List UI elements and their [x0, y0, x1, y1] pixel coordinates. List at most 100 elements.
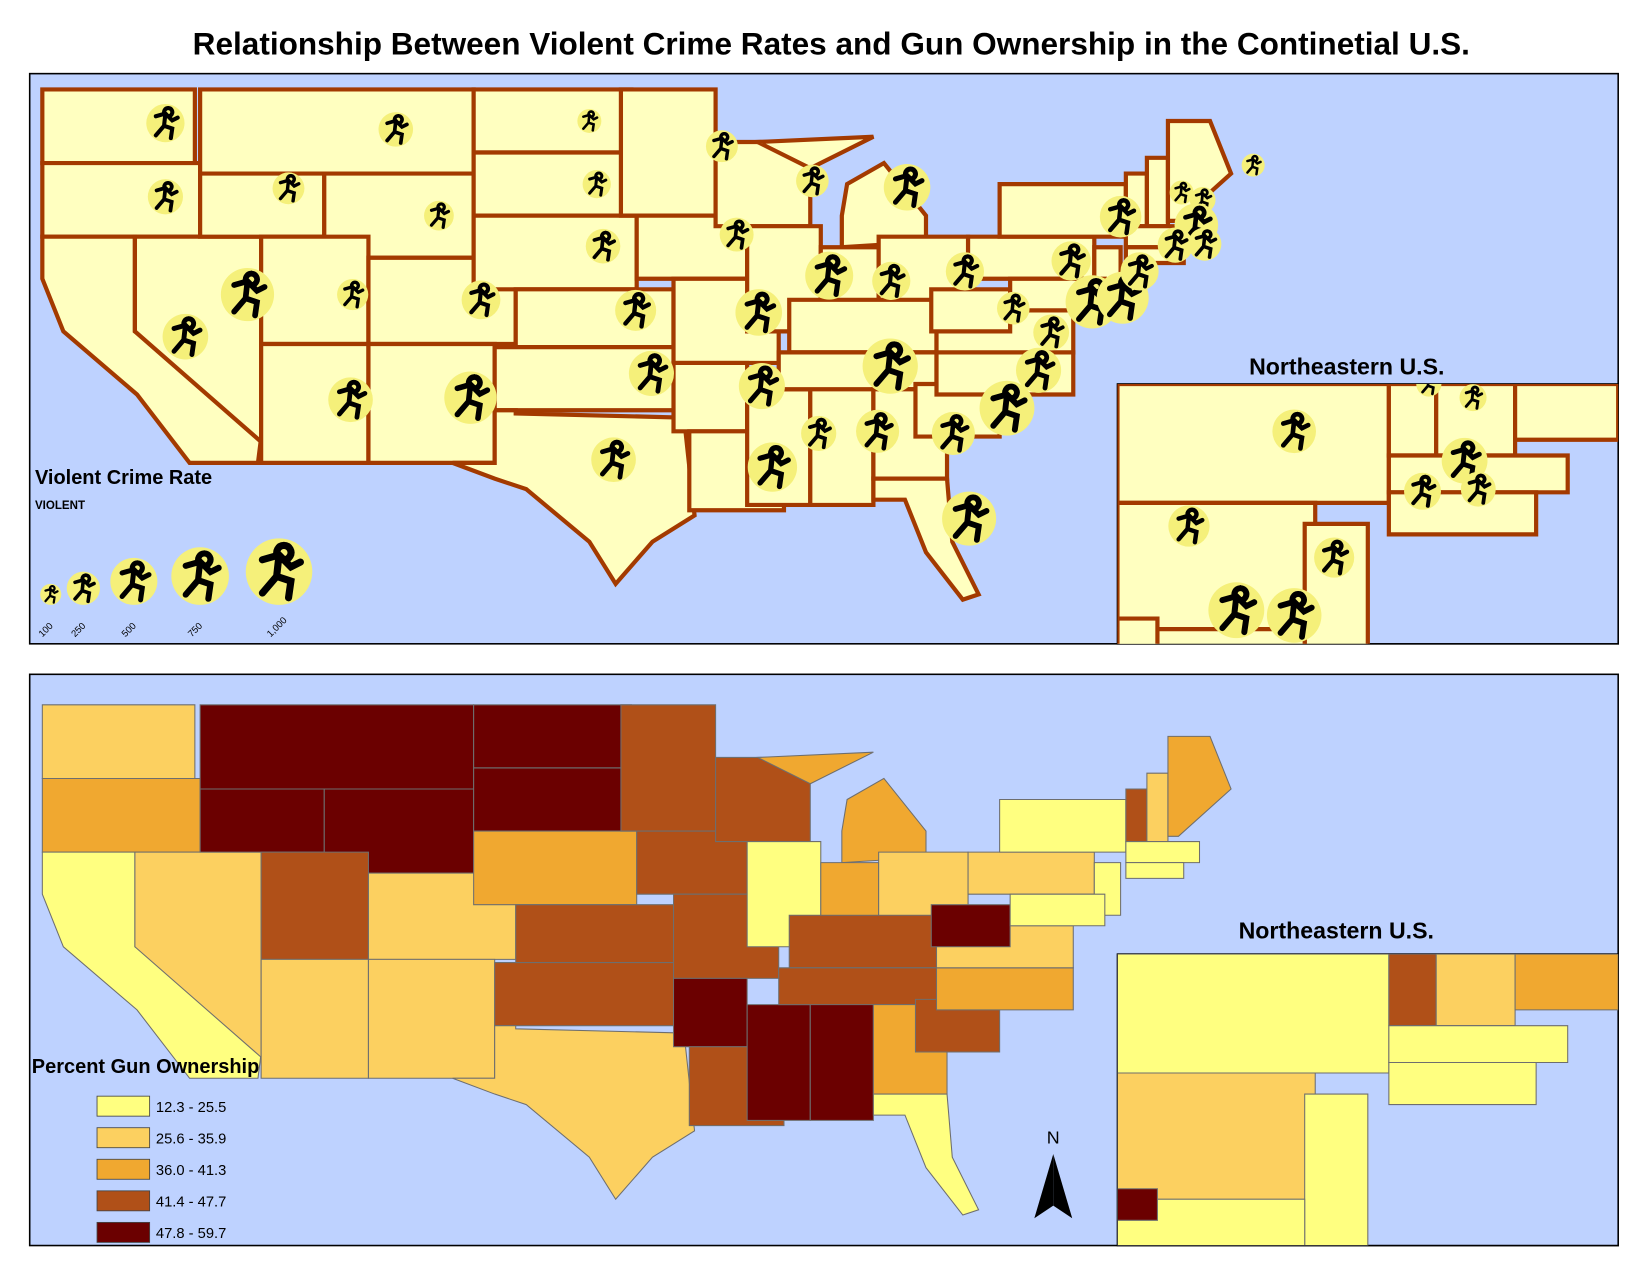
- symbol-icon: [171, 316, 203, 357]
- symbol-icon: [119, 560, 152, 603]
- legend-subtitle: VIOLENT: [35, 500, 85, 512]
- symbol-icon: [1003, 293, 1026, 323]
- state: [41, 704, 196, 779]
- symbol-icon: [231, 270, 268, 319]
- state: [1435, 954, 1516, 1027]
- legend-swatch: [96, 1158, 151, 1180]
- symbol-icon: [1127, 254, 1154, 289]
- map-body: [41, 704, 1232, 1216]
- inset-title: Northeastern U.S.: [1239, 917, 1434, 943]
- legend-swatch: [96, 1127, 151, 1149]
- symbol-icon: [1321, 539, 1350, 576]
- symbol-icon: [1174, 181, 1191, 204]
- symbol-icon: [278, 174, 301, 203]
- state: [471, 150, 639, 218]
- legend-label: 41.4 - 47.7: [156, 1195, 226, 1211]
- symbol-icon: [1280, 411, 1311, 451]
- state: [930, 904, 1011, 948]
- state: [1117, 383, 1391, 505]
- symbol-icon: [623, 292, 652, 329]
- state: [471, 87, 634, 155]
- state: [1117, 1072, 1316, 1200]
- state: [494, 962, 685, 1027]
- legend-label: 12.3 - 25.5: [156, 1100, 226, 1116]
- symbol-icon: [873, 341, 911, 391]
- legend-swatch: [96, 1221, 151, 1243]
- symbol-icon: [1219, 585, 1258, 636]
- symbol-icon: [802, 166, 825, 196]
- state: [199, 788, 325, 853]
- state: [1514, 954, 1619, 1011]
- page-title: Relationship Between Violent Crime Rates…: [193, 26, 1470, 62]
- state: [1146, 772, 1169, 843]
- state: [929, 287, 1013, 334]
- symbol-icon: [1040, 316, 1065, 349]
- state: [967, 851, 1095, 895]
- symbol-icon: [757, 445, 791, 490]
- symbol-icon: [879, 263, 906, 298]
- symbol-icon: [429, 202, 451, 229]
- symbol-icon: [154, 181, 179, 213]
- legend-label: 47.8 - 59.7: [156, 1226, 226, 1242]
- state: [515, 904, 675, 964]
- legend-swatch: [96, 1190, 151, 1212]
- state: [1167, 735, 1232, 837]
- symbol-icon: [1411, 474, 1437, 508]
- state: [1117, 1188, 1158, 1221]
- state: [41, 777, 201, 853]
- symbol-icon: [1246, 154, 1262, 176]
- state: [1117, 616, 1160, 644]
- state: [1125, 788, 1148, 843]
- symbol-icon: [892, 166, 925, 209]
- state: [1512, 383, 1619, 442]
- inset-body: [1117, 383, 1619, 644]
- state: [999, 798, 1127, 853]
- state: [452, 1025, 696, 1201]
- symbol-icon: [182, 550, 222, 602]
- state: [1125, 862, 1185, 879]
- state: [1144, 155, 1171, 229]
- symbol-icon: [258, 541, 304, 602]
- symbol-icon: [1024, 350, 1056, 391]
- state: [473, 704, 632, 769]
- state: [367, 958, 496, 1079]
- state: [618, 87, 718, 218]
- north-label: N: [1047, 1128, 1060, 1148]
- inset-body: [1117, 954, 1619, 1246]
- symbol-icon: [814, 254, 848, 298]
- symbol-icon: [712, 131, 734, 161]
- state: [1125, 841, 1201, 864]
- state: [672, 977, 748, 1048]
- symbol-icon: [1464, 385, 1484, 410]
- state: [198, 87, 476, 176]
- state: [1117, 1198, 1306, 1246]
- symbol-icon: [600, 439, 631, 480]
- legend-swatch: [96, 1095, 151, 1117]
- symbol-icon: [1176, 507, 1205, 545]
- state: [473, 830, 638, 906]
- symbol-icon: [44, 584, 59, 604]
- symbol-icon: [1183, 205, 1213, 245]
- state: [671, 360, 750, 434]
- symbol-icon: [952, 494, 990, 543]
- state: [746, 1004, 811, 1121]
- symbol-icon: [153, 106, 180, 141]
- state: [260, 958, 369, 1079]
- symbol-icon: [588, 171, 608, 197]
- state: [755, 751, 874, 785]
- state: [935, 967, 1074, 1011]
- state: [778, 967, 938, 1006]
- symbol-icon: [73, 573, 96, 604]
- state: [198, 171, 327, 239]
- legend-label: 25.6 - 35.9: [156, 1132, 226, 1148]
- symbol-icon: [1450, 440, 1482, 482]
- state: [199, 704, 475, 790]
- state: [1388, 1025, 1569, 1064]
- symbol-icon: [582, 110, 599, 132]
- state: [788, 914, 938, 969]
- crime-map: Northeastern U.S. Violent Crime Rate VIOLE…: [28, 72, 1619, 645]
- symbol-icon: [592, 230, 616, 262]
- symbol-icon: [1194, 188, 1213, 212]
- symbol-icon: [990, 383, 1028, 433]
